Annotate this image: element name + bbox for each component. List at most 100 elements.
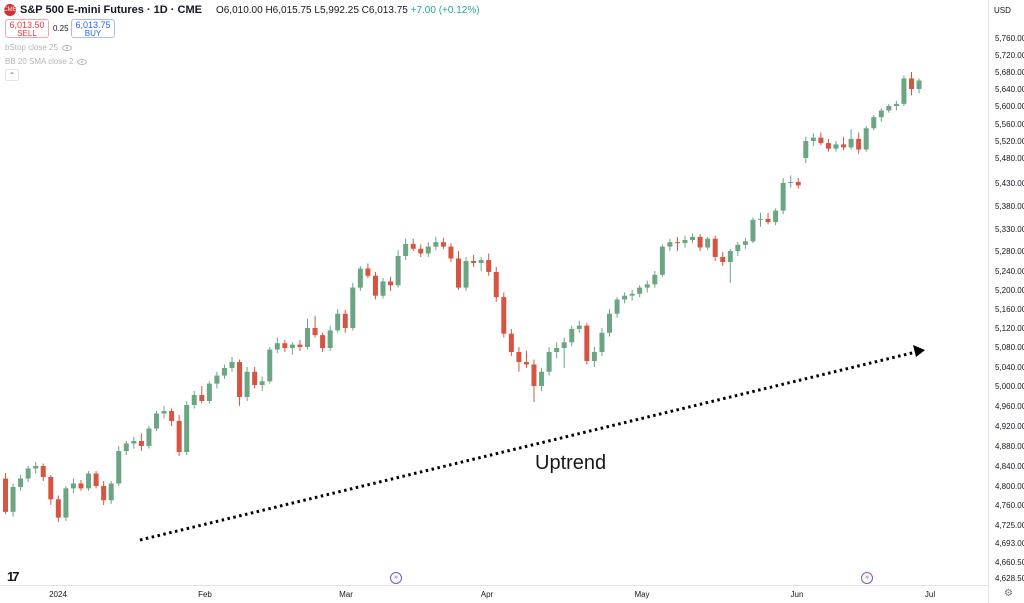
- candle-body: [758, 218, 763, 220]
- price-tick-label: 4,840.00: [995, 462, 1024, 471]
- indicator-label: bStop close 25: [5, 43, 58, 52]
- candle-body: [825, 143, 831, 149]
- high-value: H6,015.75: [265, 4, 312, 16]
- indicator-bb[interactable]: BB 20 SMA close 2: [5, 57, 88, 66]
- candle-body: [365, 268, 371, 276]
- candle-body: [659, 246, 665, 275]
- candle: [237, 359, 243, 406]
- candle: [403, 238, 409, 260]
- candle-body: [848, 138, 854, 148]
- symbol-title[interactable]: S&P 500 E-mini Futures · 1D · CME: [20, 4, 202, 16]
- candle: [607, 309, 612, 337]
- candle: [380, 278, 386, 299]
- candle-body: [697, 236, 703, 248]
- candle-body: [569, 328, 575, 343]
- candle: [561, 337, 567, 368]
- candle: [833, 141, 839, 152]
- event-marker-icon[interactable]: »: [390, 572, 402, 584]
- event-marker-icon[interactable]: »: [861, 572, 873, 584]
- candle-body: [833, 144, 839, 149]
- candle-body: [237, 362, 243, 397]
- candle-body: [221, 367, 227, 376]
- candle-body: [3, 478, 8, 512]
- candle-body: [780, 183, 786, 211]
- candle-body: [554, 348, 560, 352]
- candle: [267, 347, 273, 384]
- candle: [878, 108, 884, 122]
- candle: [712, 235, 718, 261]
- candle-body: [10, 486, 16, 512]
- candle: [705, 236, 711, 251]
- candle-body: [297, 344, 303, 347]
- candle-body: [893, 103, 899, 106]
- candle: [410, 238, 416, 251]
- open-value: O6,010.00: [215, 4, 263, 16]
- buy-button[interactable]: 6,013.75 BUY: [71, 19, 115, 38]
- price-tick-label: 5,600.00: [995, 102, 1024, 111]
- candle: [584, 323, 590, 365]
- eye-icon[interactable]: [61, 44, 72, 51]
- time-axis[interactable]: 2024 Feb Mar Apr May Jun Jul: [49, 590, 935, 599]
- candle: [274, 337, 280, 353]
- candle: [320, 332, 326, 352]
- candle: [86, 471, 92, 491]
- candle-body: [176, 421, 182, 452]
- price-axis[interactable]: 5,760.00 5,720.00 5,680.00 5,640.00 5,600.00…: [995, 34, 1024, 583]
- candle-body: [742, 241, 748, 245]
- price-tick-label: 5,560.00: [995, 120, 1024, 129]
- candle-body: [327, 330, 333, 348]
- candle-body: [161, 411, 167, 414]
- eye-icon[interactable]: [77, 58, 88, 65]
- candle-body: [440, 242, 446, 247]
- candle: [486, 253, 492, 276]
- candle-body: [274, 343, 280, 350]
- settings-gear-icon[interactable]: ⚙: [1004, 588, 1013, 599]
- trend-line[interactable]: [139, 350, 917, 542]
- close-value: C6,013.75: [361, 4, 408, 16]
- candle-body: [516, 352, 522, 362]
- price-tick-label: 4,960.00: [995, 402, 1024, 411]
- candle: [161, 406, 167, 419]
- candle-body: [493, 271, 499, 298]
- tradingview-logo[interactable]: 17: [7, 569, 20, 584]
- candle-body: [199, 395, 205, 401]
- price-tick-label: 5,720.00: [995, 51, 1024, 60]
- candle-body: [576, 325, 582, 329]
- sell-button[interactable]: 6,013.50 SELL: [5, 19, 49, 38]
- candle-body: [712, 238, 718, 257]
- candle-body: [788, 182, 794, 183]
- candle-body: [690, 236, 696, 240]
- collapse-indicators-button[interactable]: ⌃: [5, 69, 19, 81]
- candle: [342, 309, 348, 333]
- candle-body: [123, 443, 129, 451]
- candle-body: [810, 137, 816, 141]
- candle: [191, 391, 197, 409]
- candle: [297, 339, 303, 351]
- currency-label[interactable]: USD: [994, 6, 1011, 15]
- candle-body: [614, 299, 620, 314]
- candle: [637, 285, 643, 298]
- candle: [539, 367, 545, 391]
- time-tick-label: 2024: [49, 590, 67, 599]
- candle-body: [735, 244, 741, 251]
- candle: [554, 342, 560, 358]
- candle: [546, 347, 552, 376]
- candle-body: [674, 242, 680, 244]
- candle-body: [456, 258, 461, 288]
- candle: [10, 483, 16, 517]
- candle-body: [773, 210, 779, 223]
- price-tick-label: 5,000.00: [995, 382, 1024, 391]
- candle: [365, 263, 371, 279]
- candle-body: [909, 78, 914, 89]
- candle: [123, 441, 129, 455]
- candle-body: [425, 246, 431, 254]
- candle: [720, 252, 726, 266]
- price-tick-label: 5,520.00: [995, 137, 1024, 146]
- indicator-bstop[interactable]: bStop close 25: [5, 43, 72, 52]
- candle-body: [901, 78, 907, 104]
- trend-arrow[interactable]: [139, 345, 925, 542]
- candle-body: [305, 328, 310, 347]
- candle: [221, 364, 227, 379]
- candle: [788, 175, 794, 188]
